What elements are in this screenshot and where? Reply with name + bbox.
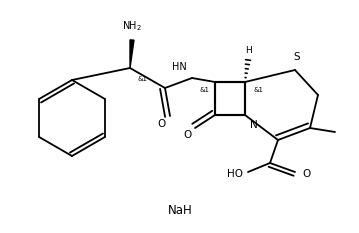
Text: O: O <box>158 119 166 129</box>
Text: HO: HO <box>227 169 243 179</box>
Text: HN: HN <box>172 62 187 72</box>
Text: O: O <box>183 130 191 140</box>
Text: NaH: NaH <box>168 203 192 216</box>
Text: &1: &1 <box>253 87 263 93</box>
Text: O: O <box>302 169 310 179</box>
Text: N: N <box>250 120 258 130</box>
Polygon shape <box>130 40 134 68</box>
Text: &1: &1 <box>138 76 148 82</box>
Text: S: S <box>294 52 300 62</box>
Text: H: H <box>244 46 251 55</box>
Text: &1: &1 <box>200 87 210 93</box>
Text: NH$_2$: NH$_2$ <box>122 19 142 33</box>
